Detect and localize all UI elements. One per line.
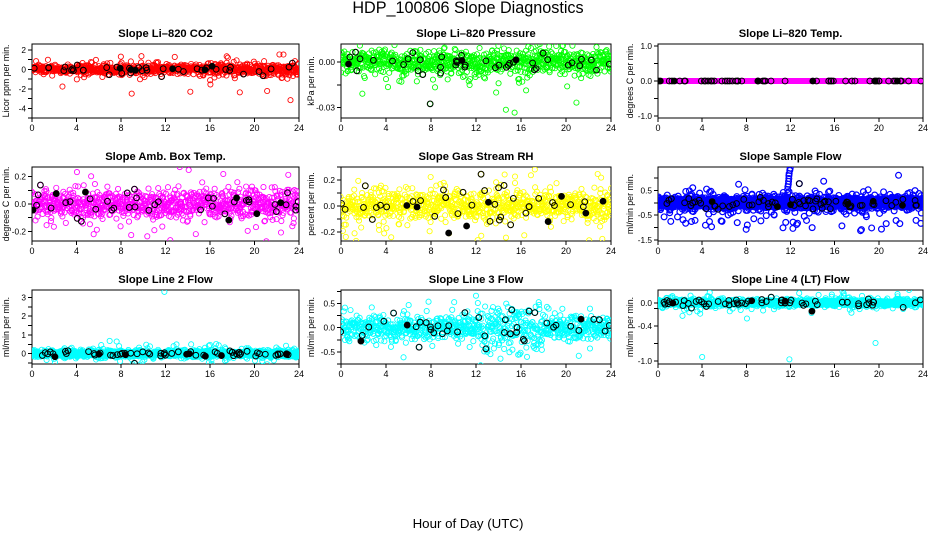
svg-text:8: 8 bbox=[118, 246, 123, 256]
svg-text:0: 0 bbox=[655, 123, 660, 133]
svg-text:Slope Li–820 CO2: Slope Li–820 CO2 bbox=[118, 28, 213, 40]
svg-text:0: 0 bbox=[29, 123, 34, 133]
svg-text:4: 4 bbox=[700, 123, 705, 133]
svg-text:12: 12 bbox=[160, 246, 170, 256]
svg-text:16: 16 bbox=[205, 123, 215, 133]
svg-text:-0.2: -0.2 bbox=[12, 226, 27, 236]
svg-text:12: 12 bbox=[785, 123, 795, 133]
svg-text:24: 24 bbox=[294, 123, 304, 133]
svg-text:20: 20 bbox=[561, 123, 571, 133]
svg-text:kPa per min.: kPa per min. bbox=[306, 56, 316, 105]
svg-text:degrees C per min.: degrees C per min. bbox=[625, 44, 635, 119]
svg-text:12: 12 bbox=[160, 123, 170, 133]
svg-text:2: 2 bbox=[21, 45, 26, 55]
svg-text:12: 12 bbox=[471, 123, 481, 133]
svg-text:20: 20 bbox=[249, 246, 259, 256]
svg-text:Slope Li–820 Temp.: Slope Li–820 Temp. bbox=[739, 28, 843, 40]
svg-text:20: 20 bbox=[874, 123, 884, 133]
svg-text:4: 4 bbox=[74, 123, 79, 133]
svg-text:16: 16 bbox=[205, 246, 215, 256]
svg-text:8: 8 bbox=[428, 123, 433, 133]
svg-text:16: 16 bbox=[516, 123, 526, 133]
svg-text:-0.03: -0.03 bbox=[316, 102, 335, 112]
svg-text:0.2: 0.2 bbox=[14, 172, 26, 182]
svg-text:0.00: 0.00 bbox=[319, 57, 336, 67]
svg-text:Slope Amb. Box Temp.: Slope Amb. Box Temp. bbox=[105, 151, 226, 163]
svg-text:-2: -2 bbox=[19, 84, 27, 94]
svg-text:20: 20 bbox=[249, 123, 259, 133]
svg-text:4: 4 bbox=[74, 246, 79, 256]
svg-text:1.0: 1.0 bbox=[640, 41, 652, 51]
svg-text:0: 0 bbox=[29, 246, 34, 256]
svg-text:0: 0 bbox=[21, 64, 26, 74]
svg-text:degrees C per min.: degrees C per min. bbox=[1, 167, 11, 242]
svg-text:24: 24 bbox=[294, 246, 304, 256]
svg-text:-1.0: -1.0 bbox=[638, 111, 653, 121]
svg-text:24: 24 bbox=[606, 123, 616, 133]
svg-text:-4: -4 bbox=[19, 103, 27, 113]
svg-text:8: 8 bbox=[118, 123, 123, 133]
svg-text:24: 24 bbox=[918, 123, 928, 133]
svg-text:0: 0 bbox=[338, 123, 343, 133]
svg-text:0.0: 0.0 bbox=[14, 199, 26, 209]
svg-text:16: 16 bbox=[830, 123, 840, 133]
svg-text:Licor ppm per min.: Licor ppm per min. bbox=[1, 45, 11, 118]
svg-text:0.0: 0.0 bbox=[640, 76, 652, 86]
svg-text:4: 4 bbox=[383, 123, 388, 133]
svg-text:Slope Li–820 Pressure: Slope Li–820 Pressure bbox=[416, 28, 535, 40]
svg-text:8: 8 bbox=[744, 123, 749, 133]
